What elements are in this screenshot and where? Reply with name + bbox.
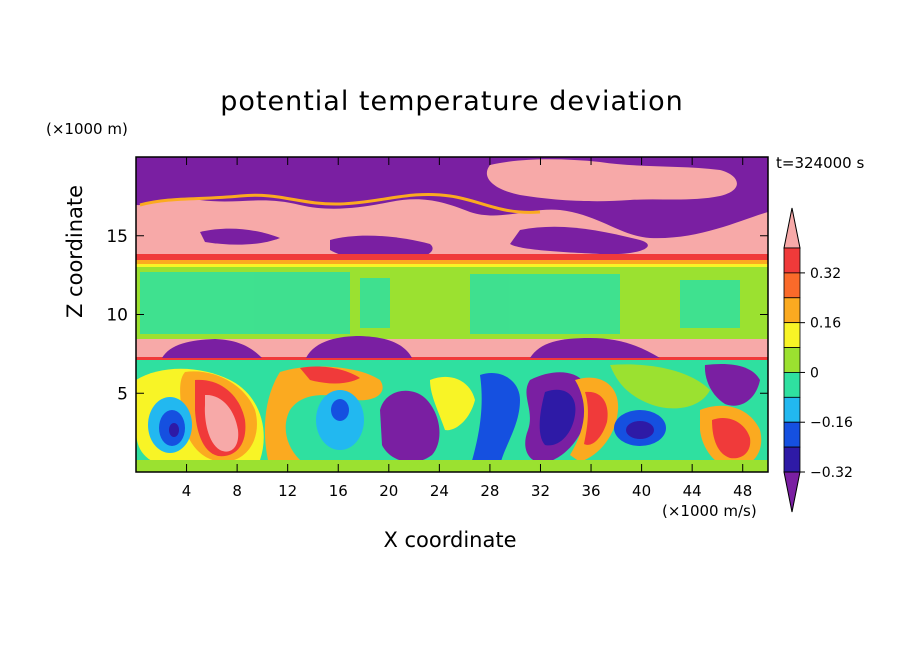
purple-dome-3 xyxy=(530,338,660,358)
eddy-yellow-3 xyxy=(430,376,475,431)
x-axis-ticks: 4 8 12 16 20 24 28 32 36 40 44 48 xyxy=(182,157,752,500)
x-axis-label: X coordinate xyxy=(383,528,517,552)
x-tick-label: 24 xyxy=(430,482,449,500)
upper-orange-edge xyxy=(139,192,541,214)
colorbar-swatch xyxy=(783,347,801,373)
x-tick-label: 32 xyxy=(531,482,550,500)
x-tick-label: 16 xyxy=(329,482,348,500)
x-tick-label: 28 xyxy=(480,482,499,500)
colorbar-swatch xyxy=(783,446,801,473)
upper-purple-patch-1 xyxy=(510,226,648,255)
y-tick-label: 10 xyxy=(106,306,128,326)
purple-dome-2 xyxy=(306,336,412,358)
middle-streaks xyxy=(140,272,740,334)
y-tick-label: 15 xyxy=(106,227,128,247)
x-tick-label: 12 xyxy=(278,482,297,500)
eddy-red-4 xyxy=(584,391,608,445)
eddy-blue-4 xyxy=(470,372,520,468)
x-axis-units: (×1000 m/s) xyxy=(662,502,757,520)
colorbar-tick-label: −0.32 xyxy=(810,465,853,481)
x-tick-label: 4 xyxy=(182,482,192,500)
purple-dome-1 xyxy=(162,339,262,358)
eddy-orange-2 xyxy=(264,366,383,468)
colorbar-swatch xyxy=(783,396,801,423)
time-label: t=324000 s xyxy=(776,154,865,172)
y-axis-ticks: 5 10 15 xyxy=(106,227,768,404)
bottom-green-strip xyxy=(136,460,768,472)
colorbar-tick-label: 0.32 xyxy=(810,266,841,282)
colorbar-swatch xyxy=(783,372,801,398)
lower-red-line xyxy=(136,357,768,360)
x-axis-label-row: X coordinate xyxy=(0,528,904,552)
eddy-deepblue-4 xyxy=(539,389,576,446)
eddy-core-left xyxy=(169,423,179,437)
x-tick-label: 8 xyxy=(232,482,242,500)
orange-band xyxy=(136,260,768,264)
upper-purple-patch-2 xyxy=(200,228,280,245)
eddy-deepblue-5 xyxy=(626,421,654,439)
eddy-red-2 xyxy=(300,366,360,384)
colorbar-arrow-bottom xyxy=(783,471,801,513)
eddy-pink-1 xyxy=(204,394,239,452)
chart-title: potential temperature deviation xyxy=(220,86,684,117)
eddy-blue-2 xyxy=(331,399,349,421)
eddy-red-6 xyxy=(712,418,751,459)
red-band xyxy=(136,254,768,260)
eddy-purple-3 xyxy=(380,390,440,463)
field-plot xyxy=(136,157,768,472)
colorbar-swatch xyxy=(783,272,801,299)
x-tick-label: 44 xyxy=(683,482,702,500)
colorbar-swatch xyxy=(783,247,801,274)
eddy-green-5 xyxy=(610,364,710,409)
colorbar-tick-label: 0 xyxy=(810,365,819,381)
x-tick-label: 40 xyxy=(632,482,651,500)
colorbar-tick-label: −0.16 xyxy=(810,415,853,431)
x-tick-label: 20 xyxy=(379,482,398,500)
x-tick-label: 36 xyxy=(581,482,600,500)
y-tick-label: 5 xyxy=(117,384,128,404)
colorbar: 0.32 0.16 0 −0.16 −0.32 xyxy=(783,207,853,513)
y-axis-units: (×1000 m) xyxy=(46,120,128,138)
colorbar-swatch xyxy=(783,322,801,348)
yellow-band xyxy=(136,264,768,267)
colorbar-swatch xyxy=(783,297,801,324)
colorbar-swatch xyxy=(783,421,801,448)
eddy-purple-5 xyxy=(704,363,760,406)
colorbar-arrow-top xyxy=(783,207,801,249)
x-tick-label: 48 xyxy=(733,482,752,500)
upper-pink-cloud xyxy=(486,159,737,202)
colorbar-tick-label: 0.16 xyxy=(810,316,841,332)
